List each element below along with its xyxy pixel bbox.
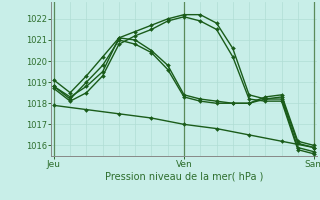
X-axis label: Pression niveau de la mer( hPa ): Pression niveau de la mer( hPa ) — [105, 172, 263, 182]
